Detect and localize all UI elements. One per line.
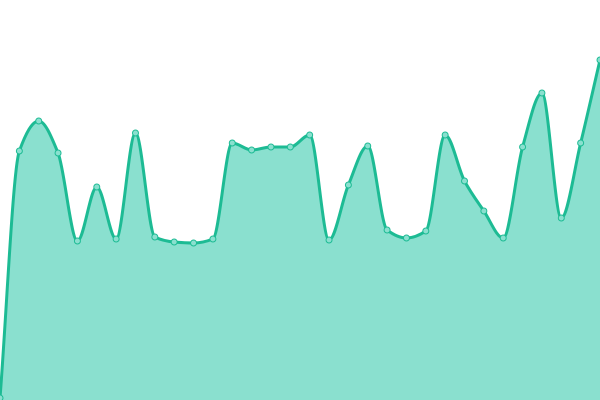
data-point-14 [267, 143, 275, 151]
area-fill [0, 60, 600, 400]
data-point-17 [325, 236, 333, 244]
data-point-31 [596, 56, 600, 64]
data-point-28 [538, 89, 546, 97]
data-point-26 [499, 234, 507, 242]
data-point-9 [170, 238, 178, 246]
data-point-11 [209, 235, 217, 243]
data-point-13 [248, 146, 256, 154]
data-point-6 [112, 235, 120, 243]
data-point-25 [480, 207, 488, 215]
data-point-27 [519, 143, 527, 151]
data-point-18 [344, 181, 352, 189]
data-point-2 [35, 117, 43, 125]
data-point-29 [557, 214, 565, 222]
data-point-12 [228, 139, 236, 147]
data-point-22 [422, 227, 430, 235]
data-point-20 [383, 226, 391, 234]
data-point-0 [0, 394, 4, 400]
data-point-7 [131, 129, 139, 137]
data-point-3 [54, 149, 62, 157]
data-point-16 [306, 131, 314, 139]
data-point-24 [461, 177, 469, 185]
data-point-4 [73, 237, 81, 245]
data-point-15 [286, 143, 294, 151]
data-point-23 [441, 131, 449, 139]
data-point-30 [577, 139, 585, 147]
data-point-8 [151, 233, 159, 241]
data-point-21 [402, 234, 410, 242]
data-point-5 [93, 183, 101, 191]
data-point-1 [15, 147, 23, 155]
data-points [0, 56, 600, 400]
data-point-19 [364, 142, 372, 150]
data-point-10 [190, 239, 198, 247]
